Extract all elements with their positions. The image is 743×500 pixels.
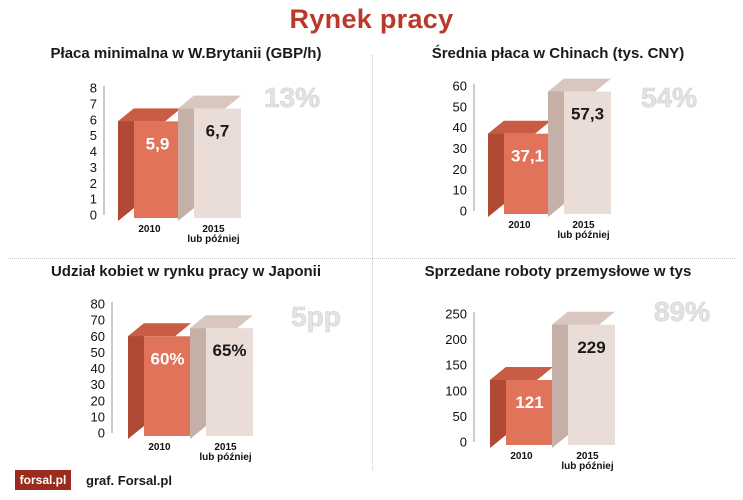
change-label: 89% [654, 296, 710, 327]
y-tick-label: 5 [90, 128, 97, 143]
y-tick-label: 40 [91, 361, 105, 376]
main-title: Rynek pracy [289, 4, 454, 34]
bar [504, 133, 551, 214]
x-category-label: 2010 [148, 442, 171, 453]
y-tick-label: 80 [91, 297, 105, 312]
chart-panel-china-average-wage: Średnia płaca w Chinach (tys. CNY) 0 10 20… [372, 45, 743, 260]
bar-value-label: 60% [150, 349, 184, 368]
y-tick-label: 4 [90, 144, 97, 159]
y-tick-label: 20 [453, 162, 467, 177]
change-label: 5pp [291, 301, 341, 332]
change-label: 13% [264, 82, 320, 113]
bar-value-label: 57,3 [571, 105, 604, 124]
y-tick-label: 200 [445, 332, 467, 347]
y-tick-label: 0 [460, 204, 467, 219]
y-tick-label: 50 [453, 99, 467, 114]
horizontal-divider [8, 258, 735, 259]
y-tick-label: 8 [90, 81, 97, 96]
forsal-logo: forsal.pl [15, 470, 71, 490]
bar-top-face [490, 367, 553, 381]
bar-side-face [552, 311, 568, 448]
graphic-credit: graf. Forsal.pl [86, 473, 172, 488]
bar-top-face [552, 311, 615, 325]
y-tick-label: 100 [445, 383, 467, 398]
bar-value-label: 6,7 [206, 122, 230, 141]
y-tick-label: 60 [453, 79, 467, 94]
chart-title: Płaca minimalna w W.Brytanii (GBP/h) [50, 45, 322, 62]
x-category-label: 2010 [138, 224, 161, 235]
bar-value-label: 5,9 [146, 134, 170, 153]
y-tick-label: 0 [460, 435, 467, 450]
bar-top-face [190, 315, 253, 329]
y-tick-label: 1 [90, 192, 97, 207]
y-tick-label: 20 [91, 393, 105, 408]
bar-side-face [548, 78, 564, 217]
bar-side-face [118, 108, 134, 221]
x-category-label: 2010 [510, 451, 533, 462]
y-tick-label: 70 [91, 313, 105, 328]
bar [206, 328, 253, 436]
y-tick-label: 10 [453, 183, 467, 198]
bar [506, 380, 553, 445]
x-category-label: 2015 [202, 224, 225, 235]
bar-top-face [488, 120, 551, 134]
vertical-divider [372, 55, 373, 470]
bar-top-face [118, 108, 181, 122]
x-category-label: lub później [561, 461, 613, 472]
bar-value-label: 65% [212, 341, 246, 360]
x-category-label: 2010 [508, 220, 531, 231]
change-label: 54% [641, 82, 697, 113]
bar-side-face [178, 95, 194, 221]
bar-top-face [128, 323, 191, 337]
y-tick-label: 250 [445, 307, 467, 322]
bar [144, 336, 191, 436]
bar-value-label: 229 [577, 338, 605, 357]
y-tick-label: 30 [453, 141, 467, 156]
y-tick-label: 0 [98, 426, 105, 441]
bar [568, 324, 615, 445]
bar [194, 108, 241, 218]
chart-title: Udział kobiet w rynku pracy w Japonii [50, 263, 322, 280]
y-tick-label: 40 [453, 120, 467, 135]
y-tick-label: 60 [91, 329, 105, 344]
x-category-label: lub później [187, 234, 239, 245]
x-category-label: lub później [557, 230, 609, 241]
chart-panel-japan-women-labour: Udział kobiet w rynku pracy w Japonii 0 1… [0, 263, 372, 478]
y-tick-label: 2 [90, 176, 97, 191]
x-category-label: lub później [199, 452, 251, 463]
x-category-label: 2015 [576, 451, 599, 462]
y-tick-label: 150 [445, 358, 467, 373]
y-tick-label: 50 [91, 345, 105, 360]
y-tick-label: 3 [90, 160, 97, 175]
bar-side-face [490, 367, 506, 448]
chart-title: Średnia płaca w Chinach (tys. CNY) [431, 45, 685, 62]
y-tick-label: 10 [91, 409, 105, 424]
x-category-label: 2015 [214, 442, 237, 453]
bar-top-face [178, 95, 241, 109]
x-category-label: 2015 [572, 220, 595, 231]
y-tick-label: 30 [91, 377, 105, 392]
bar-top-face [548, 78, 611, 92]
bar [134, 121, 181, 218]
y-tick-label: 7 [90, 96, 97, 111]
bar-value-label: 121 [515, 393, 543, 412]
bar-side-face [488, 120, 504, 217]
y-tick-label: 6 [90, 112, 97, 127]
chart-panel-industrial-robots: Sprzedane roboty przemysłowe w tys 0 50 10… [372, 263, 743, 478]
chart-title: Sprzedane roboty przemysłowe w tys [424, 263, 692, 280]
bar-side-face [190, 315, 206, 439]
bar-side-face [128, 323, 144, 439]
bar [564, 91, 611, 214]
bar-value-label: 37,1 [511, 147, 544, 166]
y-tick-label: 0 [90, 208, 97, 223]
y-tick-label: 50 [453, 409, 467, 424]
